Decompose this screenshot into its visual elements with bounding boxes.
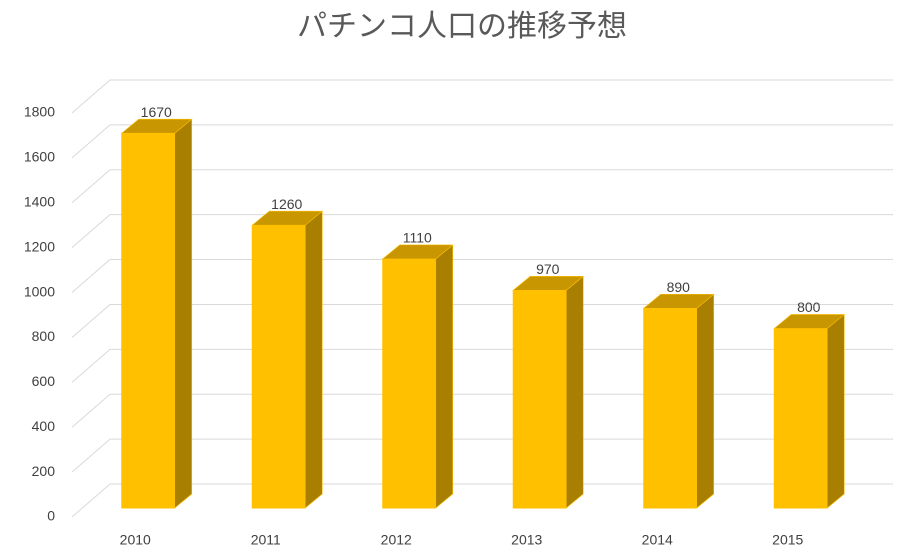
bar (251, 224, 306, 509)
chart-title: パチンコ人口の推移予想 (297, 10, 627, 43)
value-label: 1670 (141, 104, 172, 120)
grid-line (71, 169, 893, 204)
bar-side (565, 275, 584, 509)
y-tick-label: 1600 (24, 149, 55, 165)
bar-top (512, 275, 585, 291)
bar (121, 132, 176, 509)
x-tick-label: 2011 (251, 532, 281, 548)
y-tick-label: 0 (47, 508, 55, 524)
y-tick-label: 600 (32, 373, 56, 389)
grid-line (71, 438, 893, 473)
y-tick-label: 400 (32, 418, 56, 434)
value-label: 1110 (403, 230, 432, 246)
value-label: 890 (667, 279, 691, 295)
value-label: 800 (797, 299, 821, 315)
value-label: 970 (536, 261, 560, 277)
bar (773, 327, 828, 509)
grid-line (71, 348, 893, 383)
bar-side (435, 244, 454, 509)
y-tick-label: 200 (32, 463, 56, 479)
bar-top (251, 210, 324, 226)
grid-line (71, 303, 893, 338)
y-tick-label: 1000 (24, 283, 55, 299)
grid-line (71, 79, 893, 114)
y-tick-label: 1200 (24, 238, 55, 254)
grid-line (71, 483, 893, 518)
grid-line (71, 124, 893, 159)
x-tick-label: 2014 (642, 532, 673, 548)
value-label: 1260 (271, 196, 302, 212)
bar-side (826, 313, 845, 509)
x-tick-label: 2010 (120, 532, 151, 548)
bar (382, 258, 437, 509)
bar-top (642, 293, 715, 309)
x-tick-label: 2013 (511, 532, 542, 548)
y-tick-label: 1800 (24, 104, 55, 120)
grid-line (71, 214, 893, 249)
bar (643, 307, 698, 509)
x-tick-label: 2015 (772, 532, 803, 548)
y-tick-label: 1400 (24, 193, 55, 209)
bar-side (174, 118, 193, 509)
bar-side (696, 293, 715, 509)
bar-side (304, 210, 323, 509)
bar-top (120, 118, 193, 134)
bar-top (381, 244, 454, 260)
x-tick-label: 2012 (381, 532, 412, 548)
bar-top (773, 314, 846, 329)
grid-line (71, 259, 893, 293)
grid-line (71, 393, 893, 428)
y-tick-label: 800 (32, 328, 56, 344)
bar (512, 289, 567, 509)
